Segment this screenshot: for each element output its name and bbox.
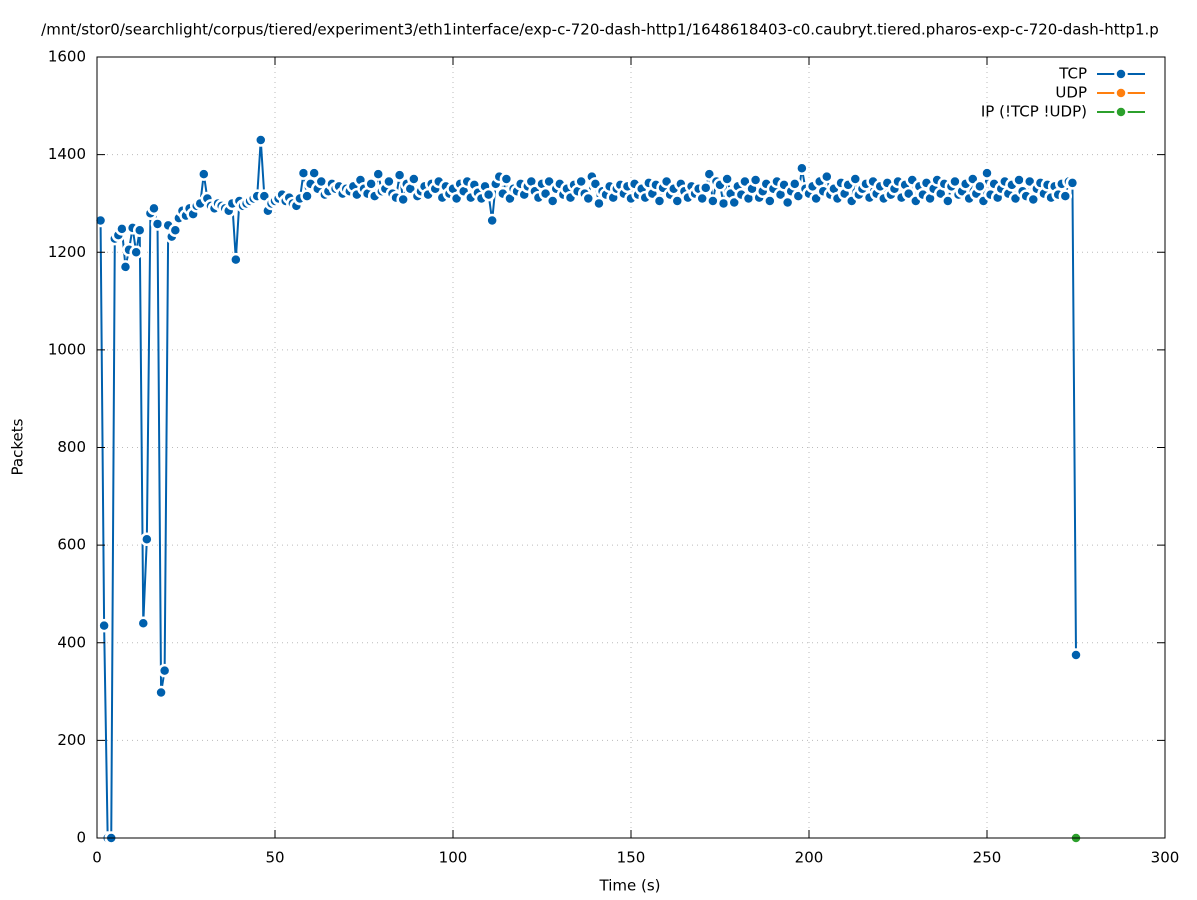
data-point xyxy=(720,172,734,186)
data-point xyxy=(1069,648,1083,662)
data-point xyxy=(748,173,763,187)
y-tick-label: 1000 xyxy=(48,340,86,358)
data-point xyxy=(706,194,720,208)
data-point xyxy=(168,223,183,238)
data-point xyxy=(314,174,329,189)
data-point xyxy=(371,167,385,181)
data-point xyxy=(973,179,987,194)
data-point xyxy=(780,195,795,210)
data-point xyxy=(699,181,713,195)
data-point xyxy=(229,252,243,267)
y-tick-label: 800 xyxy=(57,438,86,456)
legend-label: TCP xyxy=(1058,65,1087,83)
data-point xyxy=(592,196,606,211)
y-tick-label: 1400 xyxy=(48,145,86,163)
y-tick-label: 400 xyxy=(57,633,86,651)
data-point xyxy=(296,166,311,180)
data-point xyxy=(763,194,777,208)
data-point xyxy=(118,260,133,274)
data-point xyxy=(581,191,596,206)
x-tick-label: 200 xyxy=(795,849,824,867)
y-axis-label: Packets xyxy=(9,418,27,475)
y-tick-label: 1200 xyxy=(48,243,86,261)
data-point xyxy=(499,172,514,186)
x-tick-label: 250 xyxy=(973,849,1002,867)
y-tick-label: 600 xyxy=(57,536,86,554)
data-point xyxy=(820,169,834,184)
data-point xyxy=(407,172,421,186)
data-point xyxy=(97,618,111,633)
series-line xyxy=(99,139,1077,839)
y-tick-label: 200 xyxy=(57,731,86,749)
data-point xyxy=(848,172,863,186)
x-tick-label: 150 xyxy=(617,849,646,867)
data-point xyxy=(652,194,667,208)
data-point xyxy=(948,174,962,189)
legend-swatch xyxy=(1114,105,1128,119)
legend-swatch xyxy=(1114,86,1128,100)
data-point xyxy=(670,194,685,208)
data-point xyxy=(140,532,154,547)
data-point xyxy=(364,177,378,191)
data-point xyxy=(136,616,151,630)
data-point xyxy=(716,196,731,211)
data-point xyxy=(485,213,499,228)
data-point xyxy=(382,174,396,189)
data-point xyxy=(788,177,802,191)
legend-label: IP (!TCP !UDP) xyxy=(981,103,1087,121)
y-tick-label: 1600 xyxy=(48,48,86,66)
data-point xyxy=(157,663,172,678)
data-point xyxy=(941,194,955,208)
x-tick-label: 50 xyxy=(265,849,284,867)
data-point xyxy=(545,194,560,208)
data-point xyxy=(197,167,211,181)
data-point xyxy=(1012,173,1026,187)
data-point xyxy=(392,168,407,182)
data-point xyxy=(129,245,143,259)
data-point xyxy=(147,201,161,216)
chart-title: /mnt/stor0/searchlight/corpus/tiered/exp… xyxy=(41,21,1159,39)
data-point xyxy=(93,213,108,228)
data-point xyxy=(980,166,994,180)
data-point xyxy=(154,685,168,700)
data-point xyxy=(307,166,321,180)
data-point xyxy=(1026,192,1041,207)
data-point xyxy=(132,223,147,238)
x-axis-label: Time (s) xyxy=(599,877,661,895)
data-point xyxy=(150,217,165,231)
data-point xyxy=(1065,176,1080,190)
grid xyxy=(96,56,1166,839)
data-point xyxy=(300,189,314,203)
y-tick-label: 0 xyxy=(76,829,86,847)
x-tick-label: 100 xyxy=(439,849,468,867)
data-point xyxy=(254,133,268,147)
data-point xyxy=(795,161,809,176)
x-tick-label: 300 xyxy=(1151,849,1180,867)
plot-area xyxy=(93,133,1083,845)
data-point xyxy=(396,192,410,207)
data-point xyxy=(1058,189,1073,203)
data-point xyxy=(481,187,496,202)
data-point xyxy=(574,174,588,189)
data-point xyxy=(115,222,129,236)
data-point xyxy=(695,191,709,206)
legend-label: UDP xyxy=(1055,84,1087,102)
x-tick-label: 0 xyxy=(92,849,102,867)
legend-swatch xyxy=(1114,67,1128,81)
